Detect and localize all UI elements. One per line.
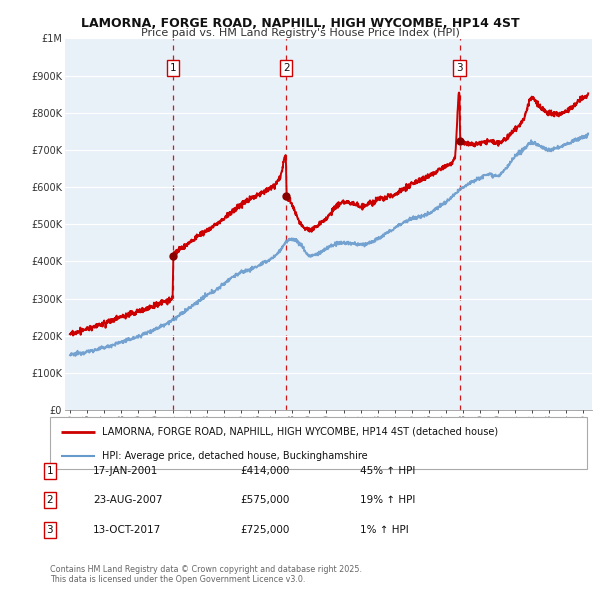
Text: 3: 3	[46, 525, 53, 535]
Text: 23-AUG-2007: 23-AUG-2007	[93, 496, 163, 505]
Text: £725,000: £725,000	[240, 525, 289, 535]
Text: 1% ↑ HPI: 1% ↑ HPI	[360, 525, 409, 535]
Text: £414,000: £414,000	[240, 466, 289, 476]
Text: 2: 2	[283, 63, 289, 73]
Text: 1: 1	[170, 63, 176, 73]
Text: LAMORNA, FORGE ROAD, NAPHILL, HIGH WYCOMBE, HP14 4ST: LAMORNA, FORGE ROAD, NAPHILL, HIGH WYCOM…	[80, 17, 520, 30]
Text: 45% ↑ HPI: 45% ↑ HPI	[360, 466, 415, 476]
Text: 1: 1	[46, 466, 53, 476]
Text: £575,000: £575,000	[240, 496, 289, 505]
Text: Contains HM Land Registry data © Crown copyright and database right 2025.
This d: Contains HM Land Registry data © Crown c…	[50, 565, 362, 584]
Text: HPI: Average price, detached house, Buckinghamshire: HPI: Average price, detached house, Buck…	[103, 451, 368, 461]
Text: 13-OCT-2017: 13-OCT-2017	[93, 525, 161, 535]
Text: 17-JAN-2001: 17-JAN-2001	[93, 466, 158, 476]
Text: 2: 2	[46, 496, 53, 505]
Text: 3: 3	[457, 63, 463, 73]
Text: LAMORNA, FORGE ROAD, NAPHILL, HIGH WYCOMBE, HP14 4ST (detached house): LAMORNA, FORGE ROAD, NAPHILL, HIGH WYCOM…	[103, 427, 499, 437]
Text: Price paid vs. HM Land Registry's House Price Index (HPI): Price paid vs. HM Land Registry's House …	[140, 28, 460, 38]
Text: 19% ↑ HPI: 19% ↑ HPI	[360, 496, 415, 505]
